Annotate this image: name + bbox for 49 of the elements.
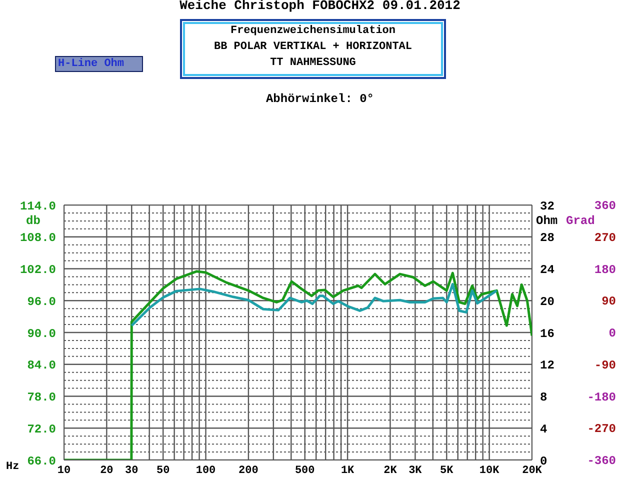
y-tick-label: 96.0 <box>27 294 56 309</box>
h-line-ohm-button: H-Line Ohm <box>55 56 143 72</box>
x-tick-label: 10 <box>57 464 71 477</box>
text: BB POLAR VERTIKAL + HORIZONTAL <box>212 40 414 55</box>
x-tick-label: 100 <box>196 464 216 477</box>
y-tick-label: 72.0 <box>27 422 56 436</box>
y3-tick-label: -90 <box>594 358 616 372</box>
y-tick-label: 114.0 <box>20 199 56 214</box>
y3-tick-label: -180 <box>587 390 616 404</box>
y3-axis-title: Grad <box>566 214 595 228</box>
y-tick-label: 66.0 <box>27 454 56 468</box>
y3-tick-label: -270 <box>587 422 616 436</box>
y2-tick-label: 28 <box>540 231 554 246</box>
x-tick-label: 30 <box>125 464 138 477</box>
x-tick-label: 3K <box>408 464 422 477</box>
y2-tick-label: 24 <box>540 263 554 278</box>
x-tick-label: 20 <box>100 464 114 477</box>
x-tick-label: 10K <box>479 464 500 477</box>
x-tick-label: 20K <box>522 464 542 477</box>
text: Abhörwinkel: 0° <box>264 92 376 106</box>
x-axis-title: Hz <box>6 461 20 473</box>
x-tick-label: 2K <box>384 464 398 477</box>
y-axis-title: db <box>26 214 40 228</box>
y3-tick-label: 360 <box>594 199 616 213</box>
x-tick-label: 50 <box>156 464 170 477</box>
y2-tick-label: 0 <box>540 454 548 468</box>
x-tick-label: 5K <box>440 464 454 477</box>
y3-tick-label: 90 <box>602 294 616 309</box>
y-tick-label: 90.0 <box>27 326 56 341</box>
y3-tick-label: -360 <box>587 454 616 468</box>
y2-tick-label: 20 <box>540 294 554 309</box>
y-tick-label: 78.0 <box>27 390 56 405</box>
y-tick-label: 84.0 <box>27 358 56 373</box>
y2-axis-title: Ohm <box>536 214 558 228</box>
chart-subtitle: Frequenzweichensimulation <box>229 24 397 39</box>
y2-tick-label: 4 <box>540 422 548 436</box>
y2-tick-label: 16 <box>540 326 554 341</box>
y-tick-label: 102.0 <box>20 263 56 278</box>
y3-tick-label: 180 <box>594 262 616 277</box>
y3-tick-label: 0 <box>608 326 616 340</box>
y2-tick-label: 12 <box>540 358 554 373</box>
text: TT NAHMESSUNG <box>269 56 357 71</box>
x-tick-label: 200 <box>238 464 258 477</box>
y-tick-label: 108.0 <box>20 231 56 246</box>
y2-tick-label: 8 <box>540 390 548 405</box>
x-tick-label: 1K <box>340 464 355 477</box>
x-tick-label: 500 <box>294 464 315 477</box>
y2-tick-label: 32 <box>540 199 554 214</box>
y3-tick-label: 270 <box>594 230 616 245</box>
